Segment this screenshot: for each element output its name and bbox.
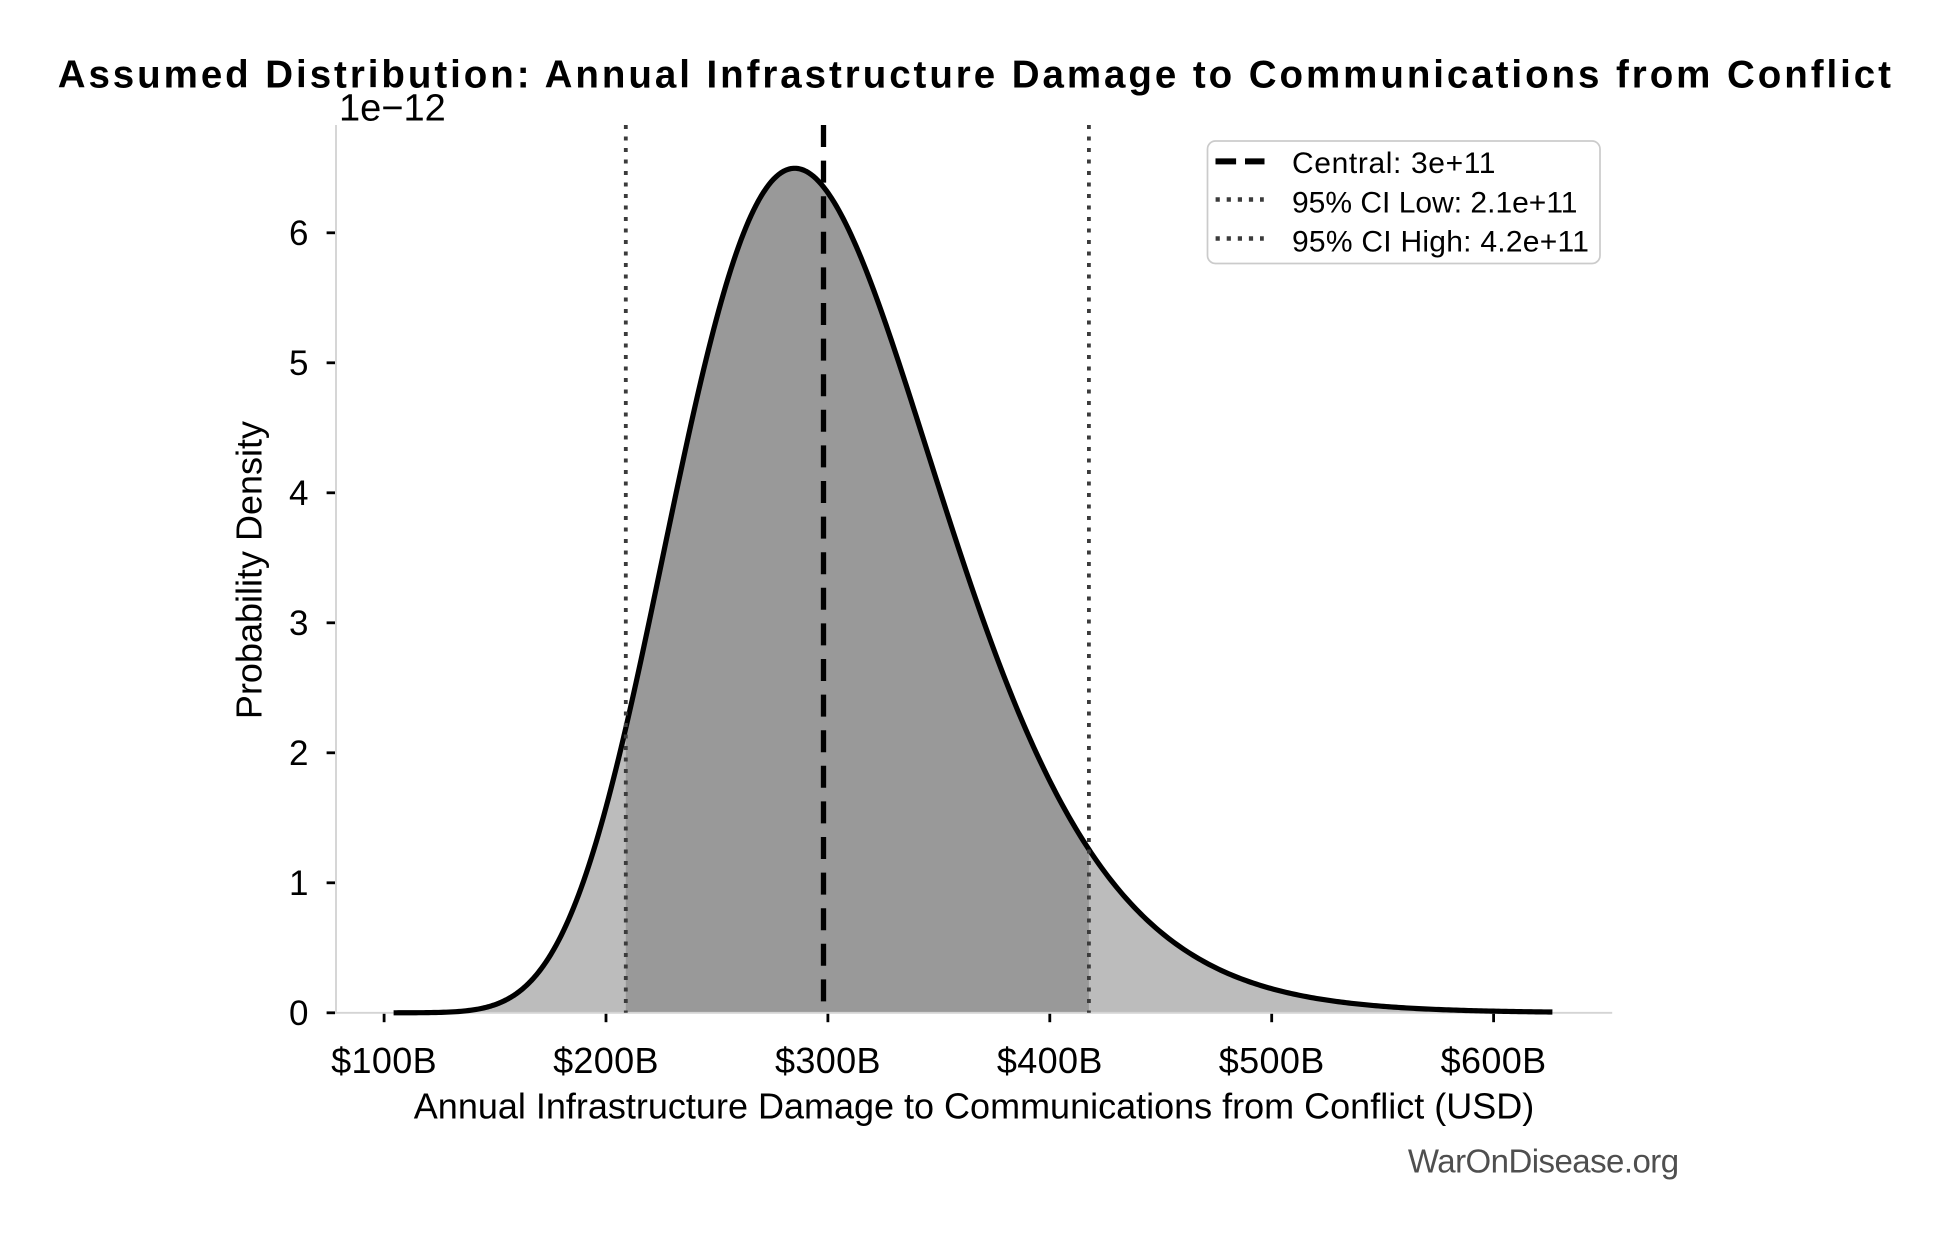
svg-text:Assumed Distribution: Annual I: Assumed Distribution: Annual Infrastruct… [58, 54, 1894, 97]
svg-text:$100B: $100B [331, 1040, 437, 1081]
svg-text:$500B: $500B [1219, 1040, 1325, 1081]
svg-text:WarOnDisease.org: WarOnDisease.org [1408, 1142, 1679, 1179]
svg-text:Annual Infrastructure Damage t: Annual Infrastructure Damage to Communic… [414, 1085, 1534, 1126]
svg-text:1e−12: 1e−12 [339, 88, 446, 130]
svg-text:Probability Density: Probability Density [229, 421, 270, 719]
svg-text:3: 3 [289, 604, 308, 643]
svg-text:$600B: $600B [1441, 1040, 1547, 1081]
svg-text:95% CI High: 4.2e+11: 95% CI High: 4.2e+11 [1292, 225, 1589, 258]
svg-text:95% CI Low: 2.1e+11: 95% CI Low: 2.1e+11 [1292, 186, 1577, 219]
svg-text:Central: 3e+11: Central: 3e+11 [1292, 147, 1496, 180]
svg-text:6: 6 [289, 214, 308, 253]
svg-text:1: 1 [289, 864, 308, 903]
svg-text:$400B: $400B [997, 1040, 1103, 1081]
svg-text:4: 4 [289, 474, 308, 513]
svg-text:0: 0 [289, 994, 308, 1033]
svg-text:$300B: $300B [775, 1040, 881, 1081]
svg-text:5: 5 [289, 344, 308, 383]
svg-text:2: 2 [289, 734, 308, 773]
svg-text:$200B: $200B [553, 1040, 659, 1081]
